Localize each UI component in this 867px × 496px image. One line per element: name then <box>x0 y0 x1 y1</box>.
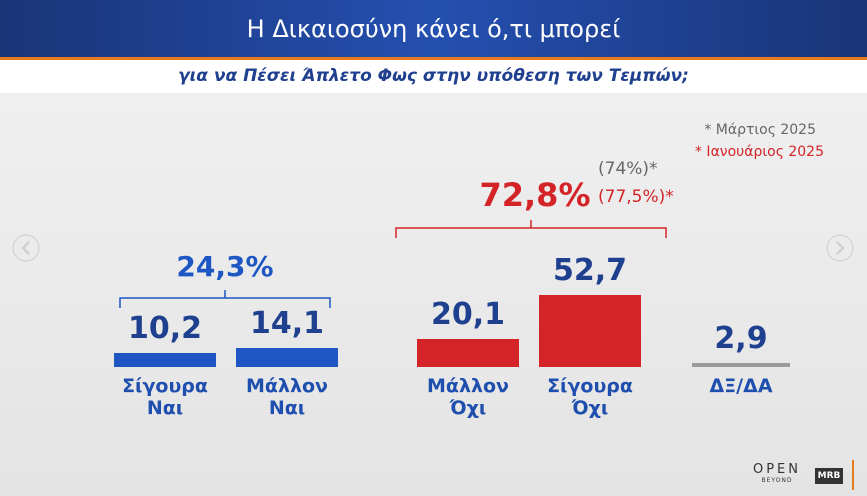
brace <box>119 290 331 308</box>
chart-subtitle: για να Πέσει Άπλετο Φως στην υπόθεση των… <box>178 66 689 86</box>
pollster-logo: MRB <box>815 468 843 484</box>
nav-next[interactable] <box>826 234 854 262</box>
legend-entry: * Μάρτιος 2025 <box>704 122 816 138</box>
category-label: ΔΞ/ΔΑ <box>709 375 773 397</box>
bar <box>539 294 641 367</box>
bar <box>236 347 338 367</box>
value-label: 2,9 <box>714 321 768 357</box>
legend-entry: * Ιανουάριος 2025 <box>694 144 824 160</box>
category-label: Μάλλον Όχι <box>426 375 509 419</box>
group-total: 24,3% <box>176 250 274 283</box>
channel-logo-sub: BEYOND <box>761 477 793 484</box>
value-label: 10,2 <box>127 311 203 347</box>
bar <box>417 339 519 367</box>
value-label: 20,1 <box>430 297 506 333</box>
value-label: 52,7 <box>552 252 628 288</box>
category-label: Σίγουρα Ναι <box>122 375 208 419</box>
nav-prev[interactable] <box>12 234 40 262</box>
group-total: 72,8% <box>479 176 591 214</box>
title-bar <box>0 0 867 57</box>
accent-line <box>0 57 867 60</box>
previous-value: (74%)* <box>598 159 658 179</box>
category-label: Σίγουρα Όχι <box>547 375 633 419</box>
brace <box>395 220 667 238</box>
previous-value: (77,5%)* <box>598 187 674 207</box>
category-label: Μάλλον Ναι <box>245 375 328 419</box>
nav-icon <box>836 241 845 255</box>
value-label: 14,1 <box>249 305 325 341</box>
channel-logo: OPEN <box>752 462 801 477</box>
bar <box>692 363 790 367</box>
subtitle-bar <box>0 60 867 93</box>
chart-title: Η Δικαιοσύνη κάνει ό,τι μπορεί <box>246 15 621 43</box>
bar <box>114 353 216 367</box>
nav-icon <box>21 241 30 255</box>
